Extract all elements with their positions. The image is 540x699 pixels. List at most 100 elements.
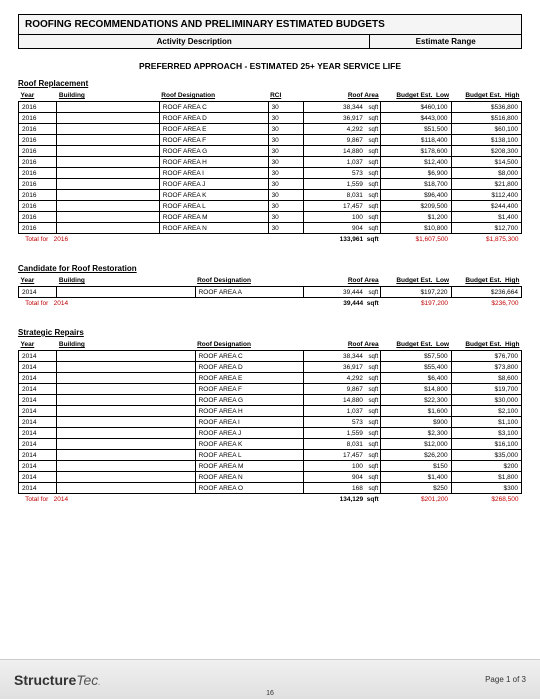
- cell: 17,457 sqft: [304, 201, 381, 212]
- cell: $12,400: [381, 157, 451, 168]
- column-header: Year: [19, 339, 57, 351]
- total-low: $201,200: [381, 494, 451, 505]
- cell: $10,800: [381, 223, 451, 234]
- cell: [57, 472, 195, 483]
- approach-heading: PREFERRED APPROACH - ESTIMATED 25+ YEAR …: [18, 61, 522, 71]
- total-low: $1,607,500: [381, 234, 451, 245]
- table-row: 2014ROOF AREA O168 sqft$250$300: [19, 483, 522, 494]
- cell: $244,400: [451, 201, 521, 212]
- cell: [57, 395, 195, 406]
- cell: $3,100: [451, 428, 521, 439]
- cell: 9,867 sqft: [304, 384, 381, 395]
- cell: 30: [268, 146, 304, 157]
- cell: [57, 201, 159, 212]
- total-row: Total for 201439,444 sqft$197,200$236,70…: [19, 298, 522, 309]
- cell: [57, 362, 195, 373]
- cell: ROOF AREA A: [195, 287, 304, 298]
- cell: 30: [268, 223, 304, 234]
- cell: $96,400: [381, 190, 451, 201]
- total-area: 133,961 sqft: [304, 234, 381, 245]
- cell: $12,700: [451, 223, 521, 234]
- cell: $118,400: [381, 135, 451, 146]
- total-area: 134,129 sqft: [304, 494, 381, 505]
- cell: $1,100: [451, 417, 521, 428]
- cell: $208,300: [451, 146, 521, 157]
- column-header: Budget Est. Low: [381, 90, 451, 102]
- total-area: 39,444 sqft: [304, 298, 381, 309]
- cell: ROOF AREA N: [195, 472, 304, 483]
- cell: 2014: [19, 450, 57, 461]
- cell: 39,444 sqft: [304, 287, 381, 298]
- cell: 2014: [19, 362, 57, 373]
- cell: $19,700: [451, 384, 521, 395]
- table-row: 2016ROOF AREA D3036,917 sqft$443,000$516…: [19, 113, 522, 124]
- cell: ROOF AREA H: [159, 157, 268, 168]
- table-row: 2014ROOF AREA H1,037 sqft$1,600$2,100: [19, 406, 522, 417]
- cell: $178,600: [381, 146, 451, 157]
- cell: ROOF AREA I: [195, 417, 304, 428]
- cell: $12,000: [381, 439, 451, 450]
- cell: [57, 212, 159, 223]
- cell: $300: [451, 483, 521, 494]
- total-label: Total for 2014: [19, 494, 304, 505]
- cell: 30: [268, 179, 304, 190]
- section-title: Candidate for Roof Restoration: [18, 264, 522, 273]
- cell: [57, 461, 195, 472]
- table-row: 2016ROOF AREA I30573 sqft$6,900$8,000: [19, 168, 522, 179]
- page-indicator: Page 1 of 3: [485, 675, 526, 684]
- cell: 2016: [19, 135, 57, 146]
- cell: 2014: [19, 395, 57, 406]
- cell: $138,100: [451, 135, 521, 146]
- subheader-row: Activity Description Estimate Range: [18, 35, 522, 49]
- cell: $73,800: [451, 362, 521, 373]
- cell: ROOF AREA N: [159, 223, 268, 234]
- cell: 1,037 sqft: [304, 406, 381, 417]
- cell: [57, 190, 159, 201]
- total-high: $1,875,300: [451, 234, 521, 245]
- cell: [57, 351, 195, 362]
- cell: $209,500: [381, 201, 451, 212]
- cell: [57, 124, 159, 135]
- cell: ROOF AREA C: [159, 102, 268, 113]
- cell: [57, 406, 195, 417]
- cell: $2,300: [381, 428, 451, 439]
- cell: 573 sqft: [304, 168, 381, 179]
- table-row: 2016ROOF AREA H301,037 sqft$12,400$14,50…: [19, 157, 522, 168]
- cell: [57, 428, 195, 439]
- cell: 904 sqft: [304, 223, 381, 234]
- cell: [57, 102, 159, 113]
- cell: 2016: [19, 124, 57, 135]
- cell: $57,500: [381, 351, 451, 362]
- cell: 2014: [19, 417, 57, 428]
- cell: [57, 135, 159, 146]
- cell: 30: [268, 157, 304, 168]
- table-row: 2014ROOF AREA I573 sqft$900$1,100: [19, 417, 522, 428]
- cell: 14,880 sqft: [304, 146, 381, 157]
- cell: [57, 179, 159, 190]
- cell: ROOF AREA M: [159, 212, 268, 223]
- logo-light: Tec: [76, 672, 98, 688]
- cell: [57, 157, 159, 168]
- cell: 2016: [19, 179, 57, 190]
- cell: 2014: [19, 439, 57, 450]
- column-header: Roof Area: [304, 339, 381, 351]
- cell: 30: [268, 113, 304, 124]
- cell: 14,880 sqft: [304, 395, 381, 406]
- cell: 9,867 sqft: [304, 135, 381, 146]
- cell: 2016: [19, 157, 57, 168]
- cell: $6,400: [381, 373, 451, 384]
- cell: 2016: [19, 190, 57, 201]
- cell: $1,400: [451, 212, 521, 223]
- table-row: 2014ROOF AREA N904 sqft$1,400$1,800: [19, 472, 522, 483]
- cell: 2014: [19, 351, 57, 362]
- cell: ROOF AREA E: [159, 124, 268, 135]
- table-row: 2016ROOF AREA L3017,457 sqft$209,500$244…: [19, 201, 522, 212]
- cell: 168 sqft: [304, 483, 381, 494]
- cell: ROOF AREA K: [195, 439, 304, 450]
- table-row: 2016ROOF AREA C3038,344 sqft$460,100$536…: [19, 102, 522, 113]
- cell: [57, 113, 159, 124]
- column-header: Budget Est. High: [451, 275, 521, 287]
- cell: 100 sqft: [304, 212, 381, 223]
- table-row: 2016ROOF AREA M30100 sqft$1,200$1,400: [19, 212, 522, 223]
- cell: $6,900: [381, 168, 451, 179]
